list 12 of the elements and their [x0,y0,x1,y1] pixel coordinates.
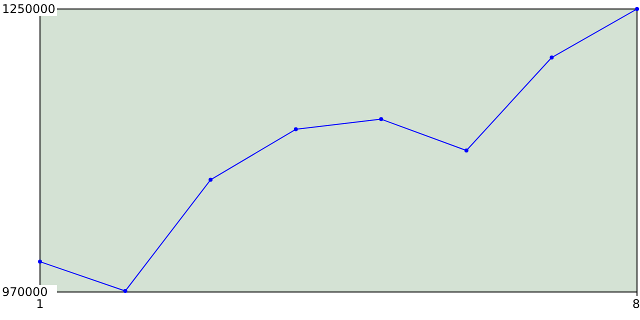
point [379,117,384,122]
point [123,288,128,293]
point [635,7,639,11]
point [208,178,213,182]
point [38,260,42,264]
x-tick-label: 1 [36,297,44,311]
y-tick-label: 970000 [2,285,48,299]
point [464,148,468,152]
x-tick-label: 8 [632,297,640,311]
point [294,127,298,132]
point [550,56,554,60]
y-tick-label: 1250000 [2,2,56,16]
